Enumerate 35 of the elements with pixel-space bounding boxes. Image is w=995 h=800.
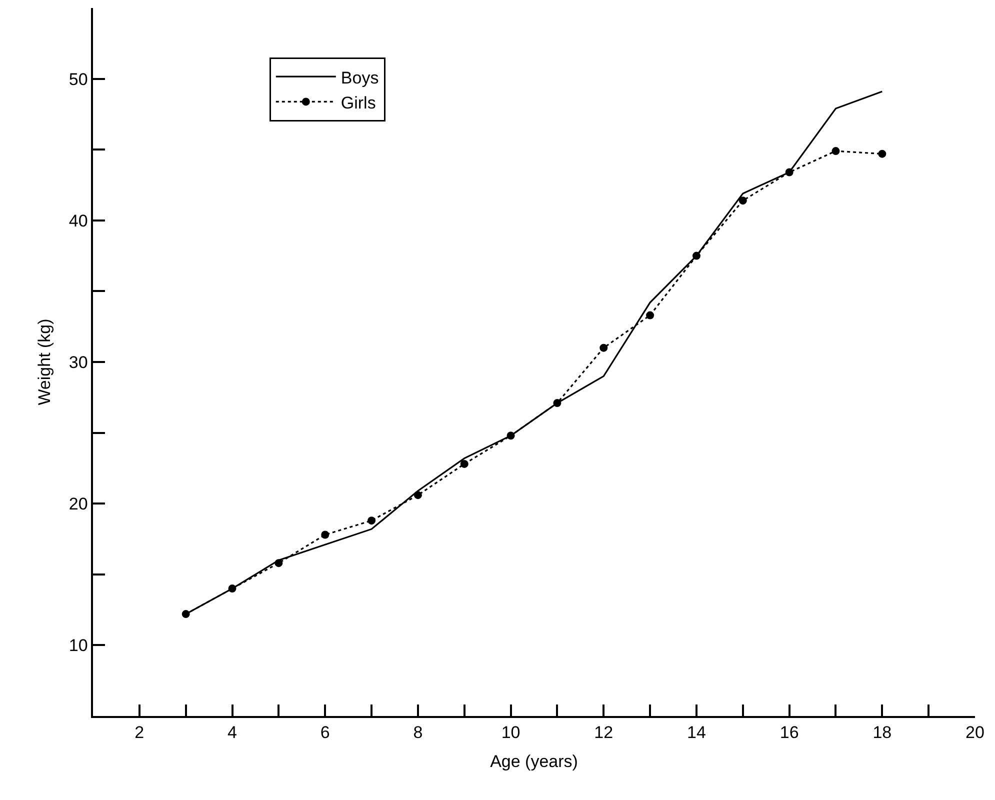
point — [368, 516, 376, 525]
point — [182, 610, 190, 618]
point — [738, 196, 747, 205]
x-tick-label: 8 — [413, 723, 423, 742]
y-tick-label: 20 — [68, 494, 88, 514]
point — [832, 147, 840, 156]
point — [553, 399, 562, 408]
point — [785, 168, 794, 176]
point — [274, 559, 283, 568]
y-tick-label: 40 — [68, 211, 88, 230]
x-tick-label: 14 — [687, 723, 706, 742]
y-tick-label: 30 — [68, 352, 88, 372]
point — [460, 460, 468, 468]
legend-label: Boys — [340, 68, 379, 88]
legend-label: Girls — [340, 93, 376, 112]
y-axis-title: Weight (kg) — [34, 318, 54, 406]
y-tick-label: 50 — [68, 70, 88, 89]
x-tick-label: 20 — [966, 723, 984, 742]
point — [228, 584, 236, 593]
x-tick-label: 18 — [872, 723, 892, 742]
point — [414, 491, 422, 500]
y-tick-label: 10 — [68, 636, 88, 656]
point — [878, 150, 886, 158]
x-tick-label: 10 — [501, 723, 520, 742]
point — [646, 311, 654, 320]
x-tick-label: 16 — [780, 723, 799, 742]
point — [506, 432, 515, 440]
x-tick-label: 12 — [594, 723, 614, 742]
x-axis-title: Age (years) — [490, 752, 578, 772]
point — [692, 252, 700, 260]
x-tick-label: 6 — [320, 723, 330, 742]
point — [321, 530, 330, 539]
x-tick-label: 2 — [134, 723, 144, 742]
point — [600, 344, 608, 352]
x-tick-label: 4 — [228, 723, 237, 742]
